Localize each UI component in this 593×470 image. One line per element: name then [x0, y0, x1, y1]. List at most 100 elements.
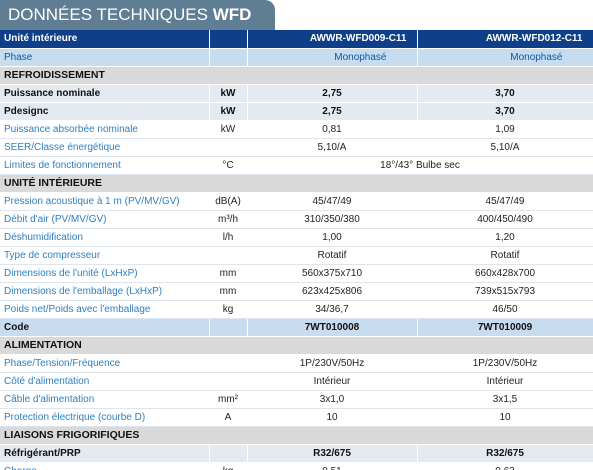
table-row: SEER/Classe énergétique 5,10/A 5,10/A — [0, 138, 593, 157]
refrigerant-row: Réfrigérant/PRP R32/675 R32/675 — [0, 444, 593, 463]
table-row: Poids net/Poids avec l'emballage kg 34/3… — [0, 300, 593, 319]
row-unit: mm² — [208, 390, 248, 409]
code-value-1: 7WT010008 — [247, 318, 418, 337]
row-value-2: Rotatif — [416, 246, 593, 265]
section-title: ALIMENTATION — [0, 336, 593, 355]
title-main: DONNÉES TECHNIQUES — [8, 5, 208, 24]
page-title: DONNÉES TECHNIQUES WFD — [0, 0, 275, 30]
phase-value-2: Monophasé — [417, 48, 593, 67]
header-row: Unité intérieure AWWR-WFD009-C11 AWWR-WF… — [0, 30, 593, 49]
row-label: Pdesignc — [0, 102, 210, 121]
table-row: Dimensions de l'emballage (LxHxP) mm 623… — [0, 282, 593, 301]
row-label: Puissance nominale — [0, 84, 210, 103]
row-value-1: 1,00 — [246, 228, 418, 247]
table-row: Dimensions de l'unité (LxHxP) mm 560x375… — [0, 264, 593, 283]
title-model: WFD — [212, 5, 252, 24]
row-label: Débit d'air (PV/MV/GV) — [0, 210, 210, 229]
row-value-1: 0,51 — [246, 462, 418, 470]
row-label: Déshumidification — [0, 228, 210, 247]
header-unit — [209, 30, 248, 49]
row-value-2: 0,63 — [416, 462, 593, 470]
section-alimentation: ALIMENTATION — [0, 336, 593, 355]
row-unit — [208, 138, 248, 157]
phase-row: Phase Monophasé Monophasé — [0, 48, 593, 67]
row-unit: kW — [208, 120, 248, 139]
row-value-2: 3,70 — [417, 84, 593, 103]
row-value-1: 310/350/380 — [246, 210, 418, 229]
section-title: LIAISONS FRIGORIFIQUES — [0, 426, 593, 445]
row-label: Type de compresseur — [0, 246, 210, 265]
section-liaisons-frigorifiques: LIAISONS FRIGORIFIQUES — [0, 426, 593, 445]
row-value-1: 560x375x710 — [246, 264, 418, 283]
row-unit — [208, 354, 248, 373]
section-title: REFROIDISSEMENT — [0, 66, 593, 85]
row-label: Charge — [0, 462, 210, 470]
row-value-2: 1P/230V/50Hz — [416, 354, 593, 373]
row-value-2: 400/450/490 — [416, 210, 593, 229]
table-row: Côté d'alimentation Intérieur Intérieur — [0, 372, 593, 391]
row-unit — [209, 444, 248, 463]
row-unit: kW — [209, 84, 248, 103]
row-value-2: 1,09 — [416, 120, 593, 139]
row-value-2: Intérieur — [416, 372, 593, 391]
phase-value-1: Monophasé — [247, 48, 418, 67]
code-row: Code 7WT010008 7WT010009 — [0, 318, 593, 337]
row-label: Dimensions de l'emballage (LxHxP) — [0, 282, 210, 301]
table-row: Débit d'air (PV/MV/GV) m³/h 310/350/380 … — [0, 210, 593, 229]
header-model-2: AWWR-WFD012-C11 — [417, 30, 593, 49]
row-value-1: 1P/230V/50Hz — [246, 354, 418, 373]
code-value-2: 7WT010009 — [417, 318, 593, 337]
section-refroidissement: REFROIDISSEMENT — [0, 66, 593, 85]
row-value-1: 5,10/A — [246, 138, 418, 157]
row-value-1: 10 — [246, 408, 418, 427]
row-unit: mm — [208, 282, 248, 301]
row-unit: l/h — [208, 228, 248, 247]
row-label: SEER/Classe énergétique — [0, 138, 210, 157]
table-row: Pdesignc kW 2,75 3,70 — [0, 102, 593, 121]
code-label: Code — [0, 318, 210, 337]
row-unit — [208, 246, 248, 265]
table-row: Puissance absorbée nominale kW 0,81 1,09 — [0, 120, 593, 139]
row-label: Protection électrique (courbe D) — [0, 408, 210, 427]
row-label: Pression acoustique à 1 m (PV/MV/GV) — [0, 192, 210, 211]
row-value-2: 739x515x793 — [416, 282, 593, 301]
row-value-2: 660x428x700 — [416, 264, 593, 283]
row-value-1: 2,75 — [247, 84, 418, 103]
row-value-shared: 18°/43° Bulbe sec — [246, 156, 593, 175]
row-label: Limites de fonctionnement — [0, 156, 210, 175]
row-value-2: 10 — [416, 408, 593, 427]
row-label: Puissance absorbée nominale — [0, 120, 210, 139]
row-value-1: Rotatif — [246, 246, 418, 265]
row-value-1: 45/47/49 — [246, 192, 418, 211]
table-row: Déshumidification l/h 1,00 1,20 — [0, 228, 593, 247]
header-label: Unité intérieure — [0, 30, 210, 49]
row-label: Câble d'alimentation — [0, 390, 210, 409]
row-unit — [208, 372, 248, 391]
code-unit — [209, 318, 248, 337]
row-unit: mm — [208, 264, 248, 283]
phase-label: Phase — [0, 48, 210, 67]
row-label: Côté d'alimentation — [0, 372, 210, 391]
row-value-1: Intérieur — [246, 372, 418, 391]
row-unit: dB(A) — [208, 192, 248, 211]
row-value-1: 34/36,7 — [246, 300, 418, 319]
section-unite-interieure: UNITÉ INTÉRIEURE — [0, 174, 593, 193]
header-model-1: AWWR-WFD009-C11 — [247, 30, 418, 49]
row-label: Phase/Tension/Fréquence — [0, 354, 210, 373]
row-value-2: 5,10/A — [416, 138, 593, 157]
table-row: Phase/Tension/Fréquence 1P/230V/50Hz 1P/… — [0, 354, 593, 373]
table-row: Pression acoustique à 1 m (PV/MV/GV) dB(… — [0, 192, 593, 211]
row-value-2: 46/50 — [416, 300, 593, 319]
table-row: Câble d'alimentation mm² 3x1,0 3x1,5 — [0, 390, 593, 409]
row-value-2: 3x1,5 — [416, 390, 593, 409]
row-value-2: 45/47/49 — [416, 192, 593, 211]
table-row: Puissance nominale kW 2,75 3,70 — [0, 84, 593, 103]
table-row: Type de compresseur Rotatif Rotatif — [0, 246, 593, 265]
row-value-1: 2,75 — [247, 102, 418, 121]
row-unit: kg — [208, 462, 248, 470]
row-value-1: 623x425x806 — [246, 282, 418, 301]
row-unit: A — [208, 408, 248, 427]
phase-unit — [209, 48, 248, 67]
row-unit: °C — [208, 156, 248, 175]
row-value-2: R32/675 — [417, 444, 593, 463]
